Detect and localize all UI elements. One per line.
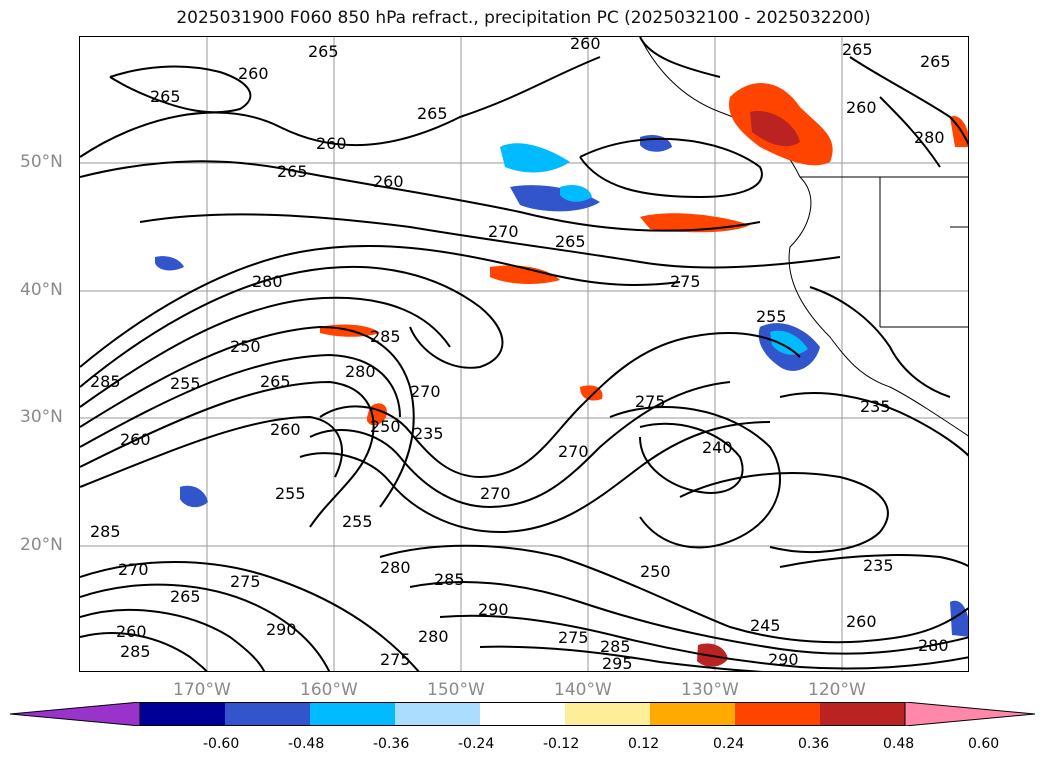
- contour-label: 245: [750, 616, 781, 635]
- lon-label-160w: 160°W: [300, 680, 358, 700]
- contour-label: 280: [918, 636, 949, 655]
- contour-label: 295: [602, 654, 633, 672]
- contour-label: 285: [90, 522, 121, 541]
- contour-label: 260: [316, 134, 347, 153]
- colorbar-segment: [565, 702, 650, 726]
- colorbar-tick-label: -0.12: [543, 736, 580, 752]
- lat-label-50n: 50°N: [20, 152, 63, 172]
- colorbar: [10, 702, 1035, 726]
- colorbar-tick-label: -0.36: [373, 736, 410, 752]
- contour-label: 240: [702, 438, 733, 457]
- contour-label: 250: [370, 417, 401, 436]
- contour-label: 280: [380, 558, 411, 577]
- contour-label: 275: [670, 272, 701, 291]
- contour-label: 275: [380, 650, 411, 669]
- lon-label-170w: 170°W: [173, 680, 231, 700]
- contour-label: 260: [846, 98, 877, 117]
- contour-label: 255: [342, 512, 373, 531]
- lon-label-140w: 140°W: [554, 680, 612, 700]
- coastline: [639, 37, 968, 437]
- colorbar-segment: [650, 702, 735, 726]
- refractivity-contours: [80, 37, 968, 671]
- contour-label: 260: [270, 420, 301, 439]
- colorbar-tick-label: 0.60: [968, 736, 1000, 752]
- lon-label-130w: 130°W: [681, 680, 739, 700]
- contour-label: 290: [478, 600, 509, 619]
- contour-label: 280: [252, 272, 283, 291]
- contour-label: 255: [170, 374, 201, 393]
- contour-label: 265: [417, 104, 448, 123]
- contour-label: 285: [370, 327, 401, 346]
- contour-label: 255: [275, 484, 306, 503]
- contour-label: 270: [480, 484, 511, 503]
- contour-label: 260: [846, 612, 877, 631]
- contour-label: 280: [418, 627, 449, 646]
- contour-label: 275: [635, 392, 666, 411]
- contour-label: 235: [413, 424, 444, 443]
- contour-label: 265: [150, 87, 181, 106]
- colorbar-segment: [310, 702, 395, 726]
- colorbar-tick-label: 0.36: [798, 736, 830, 752]
- colorbar-extend-min: [10, 702, 141, 726]
- contour-label: 260: [116, 622, 147, 641]
- colorbar-tick-label: -0.48: [288, 736, 325, 752]
- contour-label: 250: [640, 562, 671, 581]
- colorbar-segment: [480, 702, 565, 726]
- contour-label: 250: [230, 337, 261, 356]
- contour-label: 265: [308, 42, 339, 61]
- colorbar-segment: [735, 702, 820, 726]
- colorbar-segment: [820, 702, 905, 726]
- precip-shading: [155, 83, 968, 667]
- contour-labels: 265 260 260 265 265 260 265 260 270 265 …: [90, 37, 951, 672]
- map-canvas: 265 260 260 265 265 260 265 260 270 265 …: [80, 37, 968, 672]
- lat-label-30n: 30°N: [20, 407, 63, 427]
- lon-label-120w: 120°W: [808, 680, 866, 700]
- colorbar-extend-max: [904, 702, 1035, 726]
- contour-label: 260: [238, 64, 269, 83]
- colorbar-tick-label: 0.12: [628, 736, 660, 752]
- colorbar-segment: [140, 702, 225, 726]
- contour-label: 265: [170, 587, 201, 606]
- contour-label: 285: [120, 642, 151, 661]
- contour-label: 290: [266, 620, 297, 639]
- contour-label: 290: [768, 650, 799, 669]
- contour-label: 260: [373, 172, 404, 191]
- contour-label: 260: [570, 37, 601, 53]
- lon-label-150w: 150°W: [427, 680, 485, 700]
- colorbar-tick-label: -0.24: [458, 736, 495, 752]
- colorbar-segment: [225, 702, 310, 726]
- contour-label: 270: [488, 222, 519, 241]
- contour-label: 255: [756, 307, 787, 326]
- contour-label: 260: [120, 430, 151, 449]
- contour-label: 265: [555, 232, 586, 251]
- contour-label: 265: [277, 162, 308, 181]
- contour-label: 285: [600, 637, 631, 656]
- map-title: 2025031900 F060 850 hPa refract., precip…: [176, 8, 871, 28]
- colorbar-tick-label: 0.24: [713, 736, 745, 752]
- colorbar-tick-label: 0.48: [883, 736, 915, 752]
- contour-label: 270: [410, 382, 441, 401]
- contour-label: 285: [90, 372, 121, 391]
- contour-label: 235: [860, 397, 891, 416]
- contour-label: 280: [345, 362, 376, 381]
- contour-label: 235: [863, 556, 894, 575]
- colorbar-segment: [395, 702, 480, 726]
- contour-label: 265: [260, 372, 291, 391]
- lat-label-20n: 20°N: [20, 535, 63, 555]
- contour-label: 265: [920, 52, 951, 71]
- contour-label: 280: [914, 128, 945, 147]
- colorbar-tick-label: -0.60: [203, 736, 240, 752]
- contour-label: 270: [558, 442, 589, 461]
- contour-label: 275: [558, 628, 589, 647]
- colorbar-border: [139, 702, 906, 726]
- contour-label: 285: [434, 570, 465, 589]
- contour-label: 270: [118, 560, 149, 579]
- contour-label: 265: [842, 40, 873, 59]
- lat-label-40n: 40°N: [20, 280, 63, 300]
- map-panel: 265 260 260 265 265 260 265 260 270 265 …: [79, 36, 969, 672]
- contour-label: 275: [230, 572, 261, 591]
